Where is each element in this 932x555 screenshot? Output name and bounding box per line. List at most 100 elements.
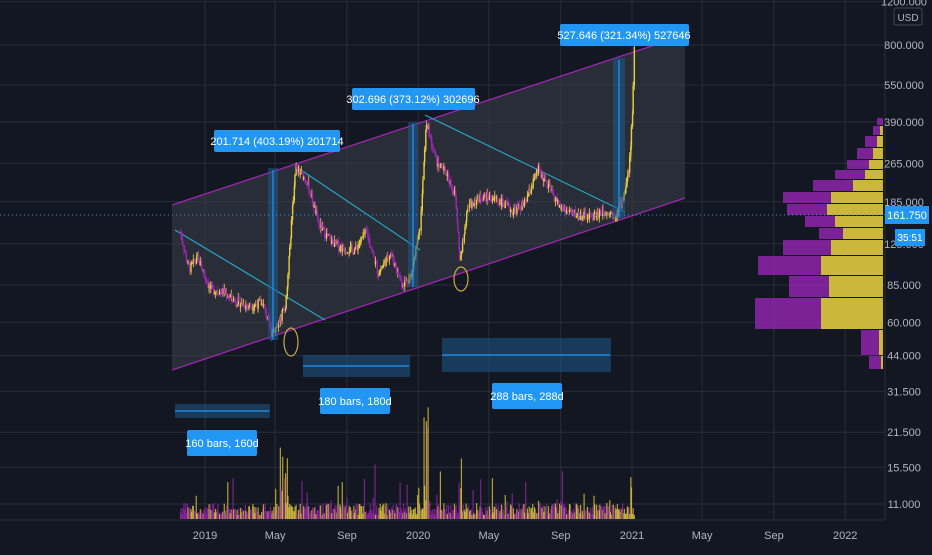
candle-body bbox=[454, 190, 457, 196]
measure-label-2: 302.696 (373.12%) 302696 bbox=[346, 88, 480, 110]
volume-bar bbox=[286, 458, 288, 519]
range-label-1: 160 bars, 160d bbox=[185, 430, 259, 456]
volume-bar bbox=[278, 505, 280, 519]
candle-body bbox=[333, 239, 336, 247]
volume-bar bbox=[625, 513, 627, 519]
candle-body bbox=[374, 261, 377, 264]
candle-body bbox=[422, 179, 424, 194]
candle-body bbox=[292, 200, 294, 206]
volume-bar bbox=[616, 504, 618, 519]
candle-body bbox=[558, 199, 560, 208]
candle-body bbox=[379, 270, 381, 275]
candle-body bbox=[185, 252, 188, 261]
volume-bar bbox=[587, 506, 589, 519]
candle-body bbox=[211, 284, 214, 287]
volume-bar bbox=[633, 514, 635, 519]
volume-bar bbox=[450, 505, 452, 519]
candle-body bbox=[430, 137, 433, 147]
channel-upper-line bbox=[171, 34, 686, 206]
candle-body bbox=[383, 263, 385, 267]
candle-body bbox=[520, 209, 522, 211]
candle-body bbox=[539, 171, 541, 173]
volume-bar bbox=[429, 501, 431, 519]
volume-bar bbox=[413, 508, 415, 519]
volume-bar bbox=[336, 505, 338, 519]
candle-body bbox=[406, 279, 408, 283]
profile-bar-buy bbox=[821, 298, 883, 329]
volume-bar bbox=[301, 481, 303, 519]
candle-body bbox=[469, 202, 471, 204]
volume-bar bbox=[562, 504, 564, 519]
candle-body bbox=[318, 221, 320, 224]
time-tick-label: May bbox=[478, 530, 499, 542]
candle-body bbox=[257, 299, 259, 309]
volume-bar bbox=[376, 505, 378, 519]
volume-bar bbox=[509, 504, 512, 519]
candle-body bbox=[557, 199, 559, 204]
candle-body bbox=[628, 156, 631, 174]
candle-body bbox=[321, 225, 324, 231]
volume-bar bbox=[199, 509, 201, 519]
volume-bar bbox=[236, 509, 238, 519]
candle-body bbox=[593, 212, 596, 214]
price-marker-value: 161.750 bbox=[887, 210, 927, 222]
volume-bar bbox=[571, 511, 573, 519]
candle-body bbox=[539, 165, 541, 172]
volume-bar bbox=[318, 505, 321, 519]
profile-bar-sell bbox=[873, 126, 883, 135]
volume-bar bbox=[579, 504, 582, 519]
candle-body bbox=[585, 212, 587, 219]
candle-body bbox=[246, 305, 249, 307]
volume-bar bbox=[599, 504, 601, 519]
volume-bar bbox=[364, 511, 366, 519]
volume-bar bbox=[303, 505, 305, 519]
candle-body bbox=[393, 260, 395, 266]
price-tick-label: 31.500 bbox=[887, 386, 921, 398]
volume-bar bbox=[532, 512, 534, 519]
volume-bar bbox=[544, 513, 547, 519]
volume-bar bbox=[192, 506, 194, 519]
range-label-3: 288 bars, 288d bbox=[490, 383, 564, 409]
volume-bar bbox=[390, 507, 392, 519]
candle-body bbox=[632, 85, 634, 114]
volume-bar bbox=[553, 503, 555, 519]
trend-line-2 bbox=[297, 167, 421, 251]
candle-body bbox=[609, 212, 612, 214]
volume-bar bbox=[513, 514, 515, 519]
profile-bar-buy bbox=[865, 170, 883, 179]
candle-body bbox=[554, 199, 557, 202]
candle-body bbox=[392, 254, 394, 261]
volume-bar bbox=[238, 508, 240, 519]
volume-bar bbox=[194, 511, 196, 519]
volume-bar bbox=[292, 510, 294, 519]
volume-bar bbox=[346, 497, 348, 519]
volume-bar bbox=[543, 511, 545, 519]
candle-body bbox=[365, 229, 367, 231]
volume-bar bbox=[206, 508, 208, 519]
candle-body bbox=[234, 300, 237, 304]
candle-body bbox=[341, 245, 343, 252]
candle-body bbox=[348, 252, 350, 254]
candle-body bbox=[190, 262, 193, 264]
candle-body bbox=[456, 208, 459, 223]
candle-body bbox=[380, 269, 382, 271]
candle-body bbox=[302, 172, 304, 181]
volume-bar bbox=[320, 505, 322, 519]
candle-body bbox=[421, 193, 423, 212]
candle-body bbox=[237, 297, 239, 306]
volume-bar bbox=[185, 513, 187, 519]
volume-bar bbox=[367, 512, 370, 519]
candle-body bbox=[193, 259, 196, 262]
candle-body bbox=[572, 210, 575, 214]
candle-body bbox=[371, 249, 373, 251]
volume-bar bbox=[561, 471, 564, 519]
profile-bar-buy bbox=[827, 204, 883, 215]
candle-body bbox=[317, 213, 319, 222]
volume-bar bbox=[296, 512, 298, 519]
trend-line-3 bbox=[424, 114, 626, 213]
volume-bar bbox=[481, 511, 484, 519]
candle-body bbox=[602, 206, 605, 214]
candle-body bbox=[194, 261, 196, 263]
volume-bar bbox=[373, 512, 375, 519]
